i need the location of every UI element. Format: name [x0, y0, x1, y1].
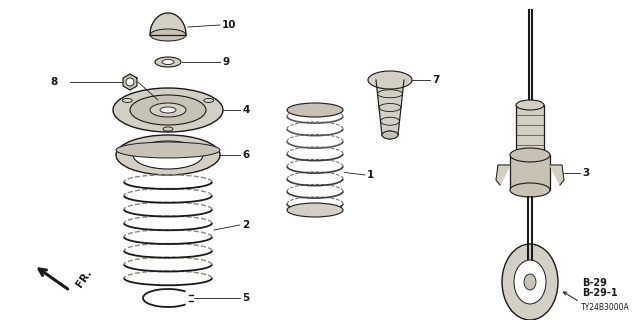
Ellipse shape: [514, 260, 546, 304]
Text: B-29-1: B-29-1: [582, 288, 618, 298]
Text: 1: 1: [367, 170, 374, 180]
Ellipse shape: [287, 203, 343, 217]
Ellipse shape: [287, 103, 343, 117]
Ellipse shape: [116, 135, 220, 175]
Text: 7: 7: [432, 75, 440, 85]
Text: 8: 8: [50, 77, 57, 87]
Text: 10: 10: [222, 20, 237, 30]
Ellipse shape: [516, 100, 544, 110]
Ellipse shape: [382, 131, 398, 139]
Text: 5: 5: [242, 293, 249, 303]
Ellipse shape: [160, 107, 176, 113]
Ellipse shape: [150, 29, 186, 41]
Ellipse shape: [502, 244, 558, 320]
Text: 9: 9: [222, 57, 229, 67]
Ellipse shape: [510, 148, 550, 162]
Ellipse shape: [155, 57, 181, 67]
Ellipse shape: [122, 99, 132, 102]
Ellipse shape: [113, 88, 223, 132]
Ellipse shape: [126, 78, 134, 86]
Ellipse shape: [163, 127, 173, 131]
Bar: [516, 105, 544, 155]
Ellipse shape: [130, 95, 206, 125]
Text: 6: 6: [242, 150, 249, 160]
Ellipse shape: [162, 60, 174, 65]
Ellipse shape: [150, 103, 186, 117]
Ellipse shape: [204, 99, 214, 102]
Polygon shape: [376, 80, 404, 135]
Text: 3: 3: [582, 168, 589, 178]
Ellipse shape: [368, 71, 412, 89]
Ellipse shape: [116, 142, 220, 158]
Polygon shape: [496, 165, 510, 185]
Text: 2: 2: [242, 220, 249, 230]
Ellipse shape: [133, 141, 203, 169]
Text: FR.: FR.: [74, 268, 93, 289]
Polygon shape: [550, 165, 564, 185]
Ellipse shape: [524, 274, 536, 290]
Bar: [510, 155, 550, 190]
Text: B-29: B-29: [582, 278, 607, 288]
Polygon shape: [150, 13, 186, 35]
Text: TY24B3000A: TY24B3000A: [581, 303, 630, 312]
Ellipse shape: [516, 150, 544, 160]
Polygon shape: [123, 74, 137, 90]
Ellipse shape: [510, 183, 550, 197]
Text: 4: 4: [242, 105, 250, 115]
